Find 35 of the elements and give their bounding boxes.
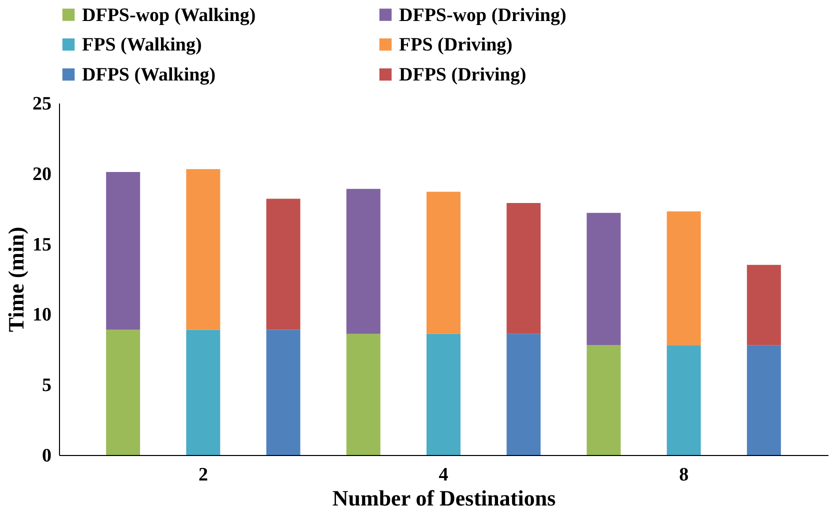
bar	[186, 330, 220, 455]
y-tick-label: 25	[32, 94, 52, 114]
y-tick-label: 10	[32, 304, 52, 326]
x-axis-title: Number of Destinations	[332, 486, 556, 510]
bar	[506, 334, 541, 455]
legend-label: DFPS-wop (Driving)	[399, 4, 566, 26]
y-tick-label: 0	[42, 446, 52, 466]
y-tick-label: 15	[32, 234, 52, 256]
legend-label: DFPS (Walking)	[82, 64, 216, 86]
y-tick-label: 20	[32, 164, 52, 185]
bar	[426, 334, 460, 455]
bar	[666, 345, 701, 455]
x-tick-label: 4	[438, 464, 449, 486]
bar	[346, 188, 380, 334]
legend-label: FPS (Walking)	[82, 34, 202, 56]
bar	[266, 330, 300, 455]
bar	[746, 345, 781, 455]
x-tick-label: 2	[198, 464, 208, 486]
y-tick-label: 5	[42, 375, 52, 396]
x-tick-label: 8	[679, 464, 689, 486]
bar	[426, 192, 460, 334]
bar	[666, 211, 701, 346]
legend-label: FPS (Driving)	[399, 34, 512, 56]
legend-label: DFPS (Driving)	[399, 64, 526, 86]
bar	[266, 198, 300, 330]
bar	[506, 202, 541, 334]
bar	[746, 264, 781, 346]
bar	[106, 330, 140, 455]
bar	[106, 172, 140, 330]
bar	[586, 212, 621, 346]
y-axis-title: Time (min)	[4, 226, 28, 332]
bar	[346, 334, 380, 455]
bar	[186, 169, 220, 330]
bar	[586, 345, 621, 455]
legend-label: DFPS-wop (Walking)	[82, 4, 256, 26]
